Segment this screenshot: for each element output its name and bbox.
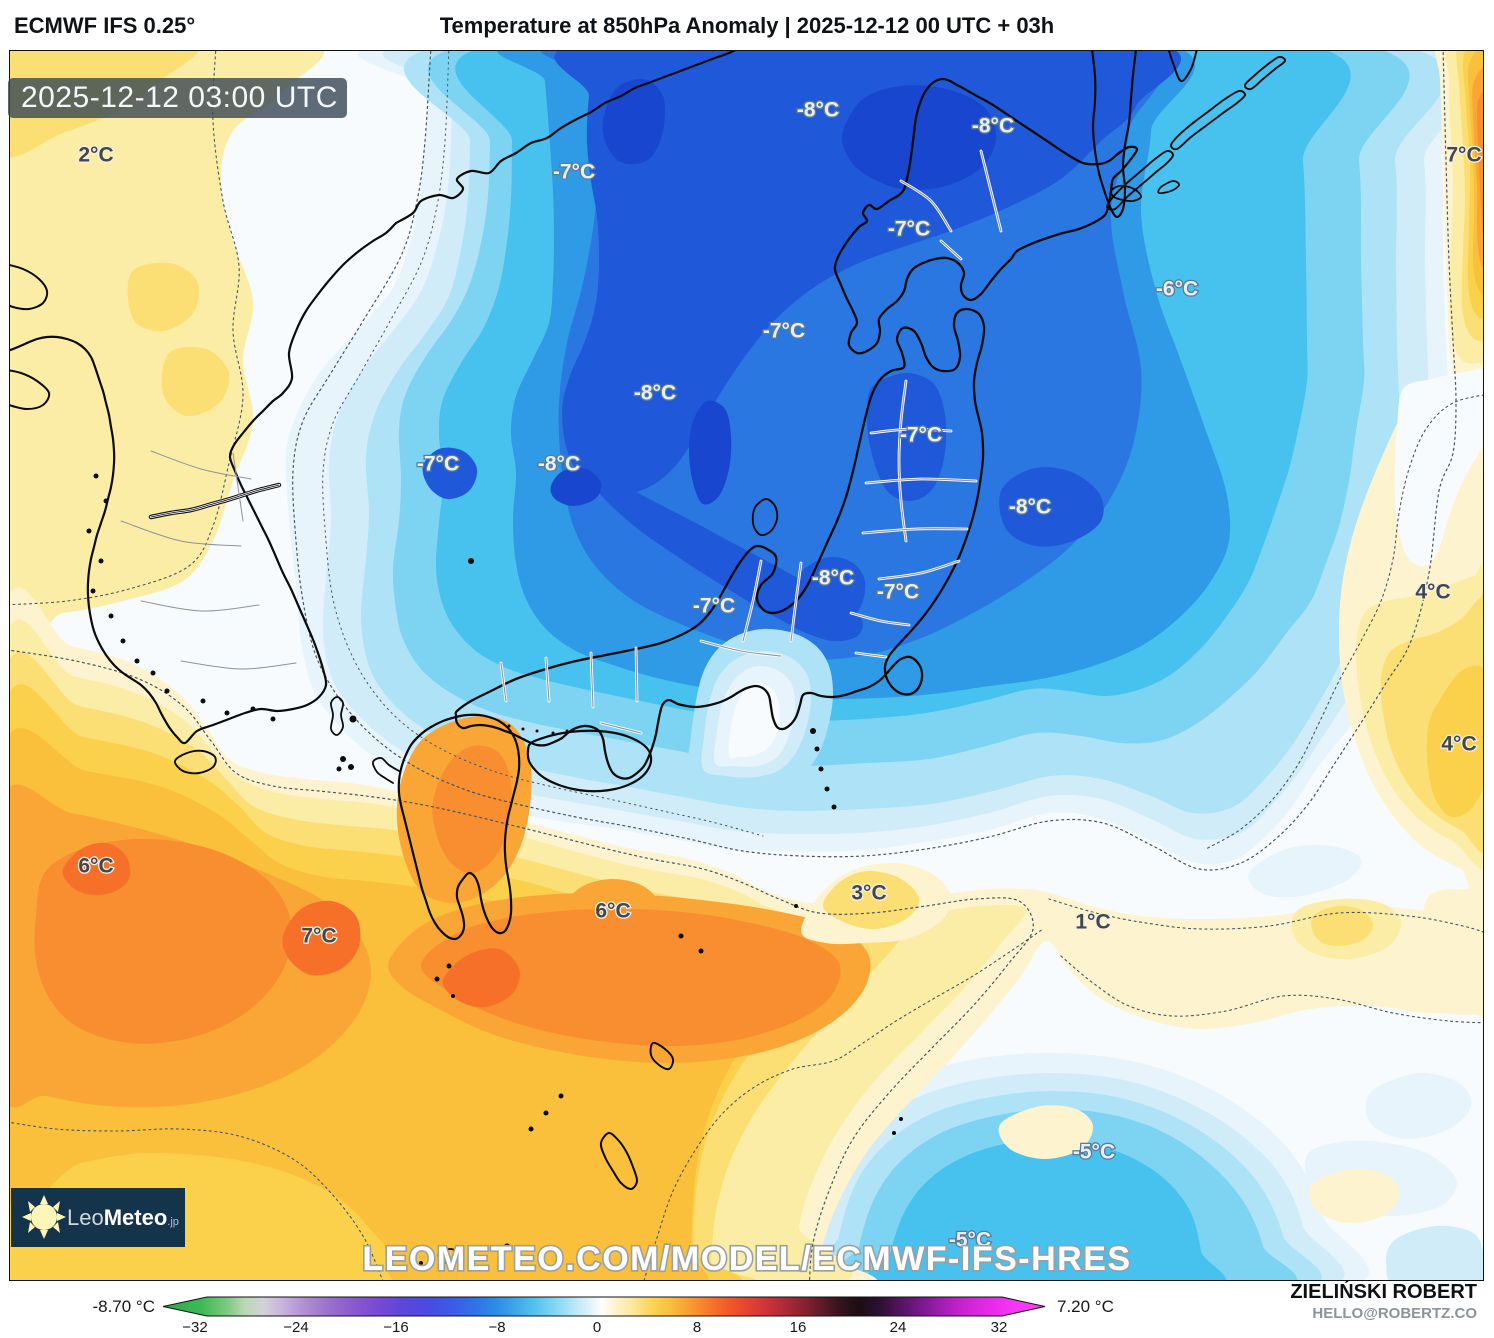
svg-text:-8°C: -8°C bbox=[797, 99, 839, 122]
svg-text:-5°C: -5°C bbox=[1073, 1141, 1115, 1164]
svg-text:−8: −8 bbox=[488, 1319, 505, 1336]
svg-text:-7°C: -7°C bbox=[693, 595, 735, 618]
svg-text:6°C: 6°C bbox=[78, 855, 113, 878]
svg-text:1°C: 1°C bbox=[1075, 911, 1110, 934]
svg-text:4°C: 4°C bbox=[1415, 581, 1450, 604]
svg-text:-8°C: -8°C bbox=[538, 453, 580, 476]
svg-text:LEOMETEO.COM/MODEL/ECMWF-IFS-H: LEOMETEO.COM/MODEL/ECMWF-IFS-HRES bbox=[362, 1240, 1131, 1278]
svg-text:-8°C: -8°C bbox=[1009, 496, 1051, 519]
svg-text:-7°C: -7°C bbox=[888, 218, 930, 241]
svg-text:-8°C: -8°C bbox=[972, 115, 1014, 138]
svg-text:32: 32 bbox=[991, 1319, 1008, 1336]
svg-text:LeoMeteo.jp: LeoMeteo.jp bbox=[67, 1205, 179, 1230]
svg-text:3°C: 3°C bbox=[851, 882, 886, 905]
svg-text:2°C: 2°C bbox=[78, 144, 113, 167]
svg-text:-7°C: -7°C bbox=[417, 453, 459, 476]
svg-text:-5°C: -5°C bbox=[949, 1229, 991, 1252]
svg-text:7°C: 7°C bbox=[1446, 144, 1481, 167]
svg-text:-7°C: -7°C bbox=[553, 161, 595, 184]
svg-text:−24: −24 bbox=[283, 1319, 308, 1336]
svg-text:6°C: 6°C bbox=[595, 900, 630, 923]
svg-text:-8°C: -8°C bbox=[634, 382, 676, 405]
svg-text:24: 24 bbox=[890, 1319, 907, 1336]
svg-text:-7°C: -7°C bbox=[763, 320, 805, 343]
svg-text:8: 8 bbox=[693, 1319, 701, 1336]
svg-text:0: 0 bbox=[593, 1319, 601, 1336]
svg-text:16: 16 bbox=[790, 1319, 807, 1336]
svg-text:4°C: 4°C bbox=[1441, 733, 1476, 756]
svg-text:-6°C: -6°C bbox=[1156, 278, 1198, 301]
svg-text:7°C: 7°C bbox=[301, 925, 336, 948]
svg-text:-7°C: -7°C bbox=[877, 581, 919, 604]
svg-text:-8°C: -8°C bbox=[812, 567, 854, 590]
svg-text:-7°C: -7°C bbox=[900, 424, 942, 447]
svg-text:−16: −16 bbox=[383, 1319, 408, 1336]
svg-text:−32: −32 bbox=[182, 1319, 207, 1336]
